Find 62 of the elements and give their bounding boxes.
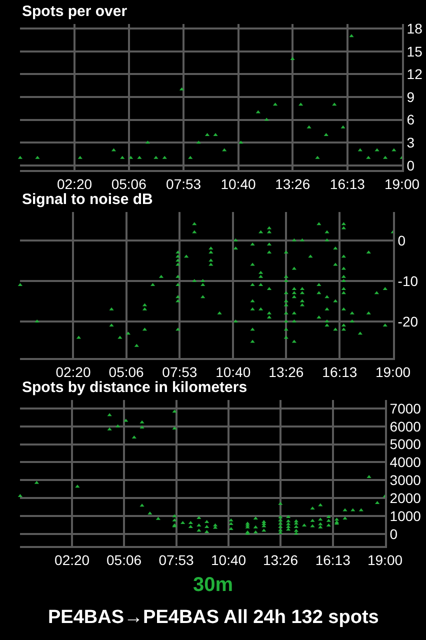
- point: [78, 156, 82, 159]
- y-tick-label: 6000: [390, 418, 422, 434]
- y-tick-label: 2000: [390, 490, 422, 506]
- x-tick-label: 05:06: [106, 552, 142, 568]
- x-tick-label: 07:53: [166, 176, 202, 192]
- y-tick-label: 3000: [390, 472, 422, 488]
- x-tick-label: 05:06: [111, 176, 147, 192]
- point: [340, 125, 346, 128]
- text: 30m: [193, 574, 234, 596]
- x-tick-label: 07:53: [162, 364, 198, 380]
- point: [315, 156, 320, 159]
- x-tick-label: 16:13: [322, 364, 358, 380]
- point: [290, 56, 295, 60]
- y-tick-label: -10: [398, 272, 418, 289]
- point: [35, 156, 40, 159]
- point: [128, 156, 134, 159]
- y-tick-label: 15: [406, 43, 423, 60]
- point: [137, 156, 142, 159]
- y-tick-label: 0: [406, 157, 415, 174]
- y-tick-label: 0: [390, 526, 398, 542]
- x-tick-label: 05:06: [108, 364, 144, 380]
- y-tick-label: 5000: [390, 436, 422, 452]
- point: [332, 102, 337, 106]
- x-tick-label: 13:26: [262, 552, 298, 568]
- x-tick-label: 13:26: [275, 176, 310, 192]
- y-tick-label: 0: [398, 232, 406, 248]
- x-tick-label: 19:00: [367, 552, 403, 568]
- x-tick-label: 19:00: [384, 176, 420, 192]
- point: [162, 156, 167, 159]
- point: [188, 156, 193, 159]
- chart-title: Signal to noise dB: [22, 191, 154, 208]
- point: [264, 118, 269, 121]
- x-tick-label: 10:40: [220, 176, 256, 192]
- y-tick-label: 1000: [390, 508, 422, 524]
- text: PE4BAS→PE4BAS All 24h 132 spots: [48, 607, 379, 628]
- point: [366, 156, 371, 159]
- y-tick-label: 9: [406, 88, 415, 105]
- y-tick-label: 6: [406, 112, 415, 128]
- point: [306, 125, 312, 128]
- y-tick-label: 18: [406, 20, 423, 36]
- chart-title: Spots per over: [22, 3, 128, 20]
- y-tick-label: 4000: [390, 454, 422, 470]
- x-tick-label: 07:53: [158, 552, 194, 568]
- point: [120, 156, 125, 159]
- x-tick-label: 02:20: [56, 176, 92, 192]
- y-tick-label: -20: [398, 313, 418, 330]
- y-tick-label: 7000: [390, 400, 422, 416]
- y-tick-label: 12: [406, 66, 423, 82]
- x-tick-label: 16:13: [315, 552, 351, 568]
- y-tick-label: 3: [406, 134, 415, 151]
- x-tick-label: 19:00: [375, 364, 411, 380]
- point: [324, 133, 328, 136]
- x-tick-label: 10:40: [216, 364, 251, 380]
- x-tick-label: 16:13: [330, 176, 366, 192]
- point: [213, 133, 218, 136]
- x-tick-label: 13:26: [268, 364, 304, 380]
- chart-title: Spots by distance in kilometers: [22, 379, 248, 396]
- x-tick-label: 10:40: [211, 552, 246, 568]
- x-tick-label: 02:20: [54, 552, 90, 568]
- x-tick-label: 02:20: [56, 364, 91, 380]
- point: [196, 140, 201, 144]
- point: [154, 156, 158, 159]
